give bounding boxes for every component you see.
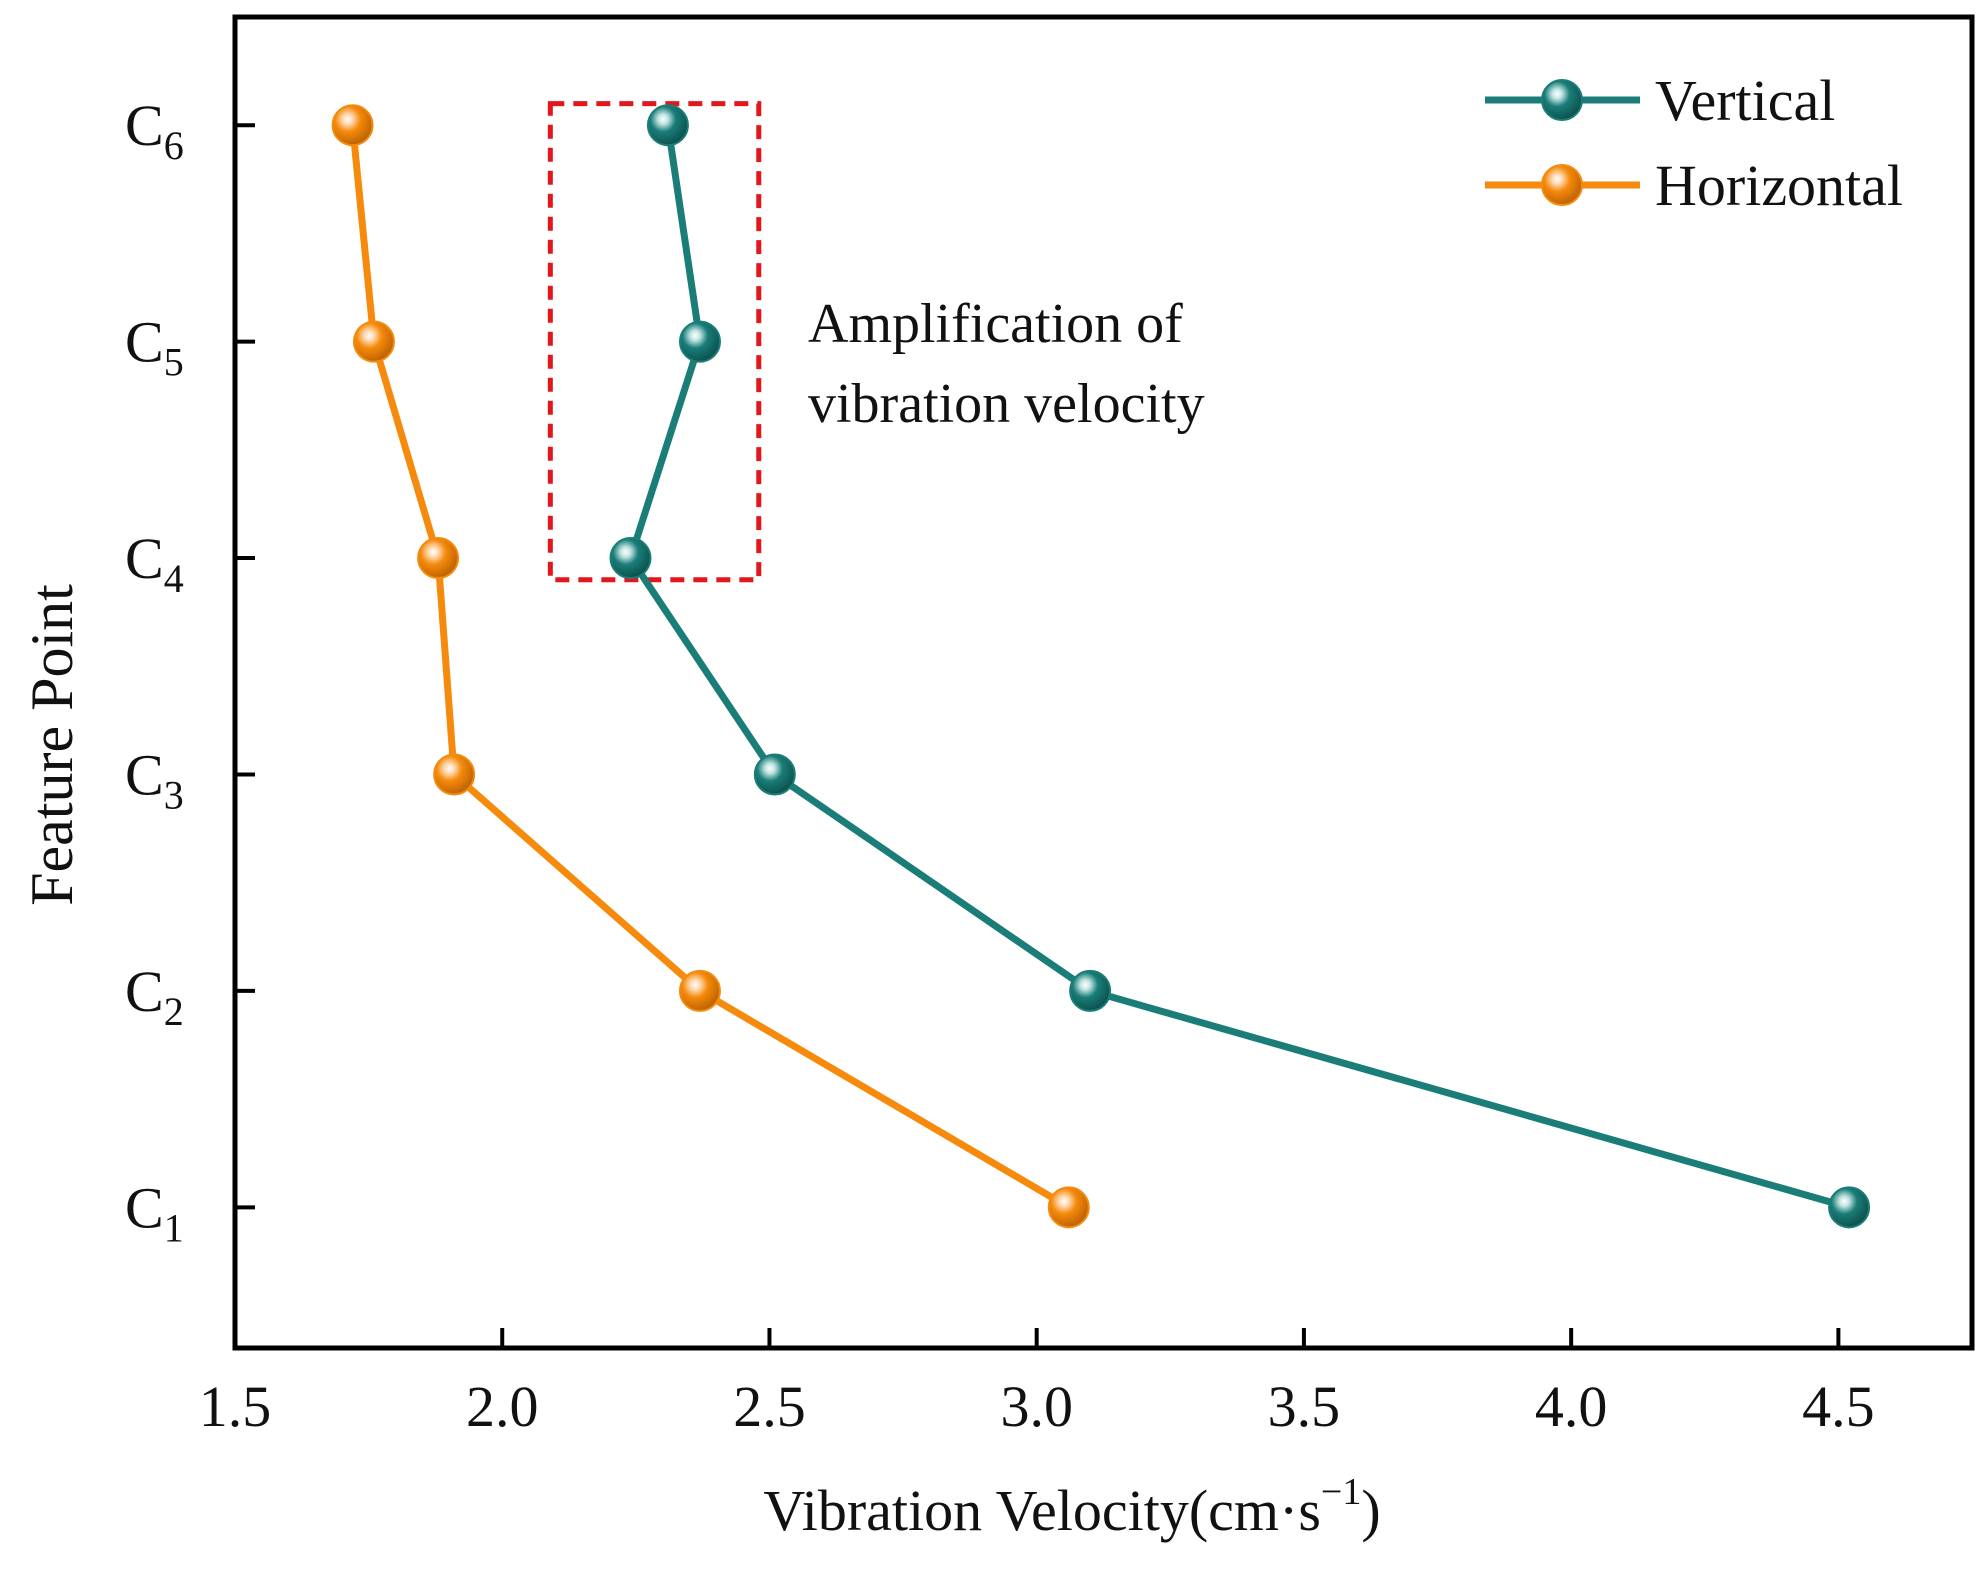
legend-marker <box>1541 164 1583 206</box>
highlight-region <box>547 101 762 583</box>
highlight-box <box>547 101 762 583</box>
series-layer <box>331 104 1871 1229</box>
x-axis-ticks: 1.5 2.0 2.5 3.0 3.5 4.0 4.5 <box>199 1328 1875 1439</box>
y-axis-ticks: C1 C2 C3 C4 C5 C6 <box>125 93 255 1250</box>
series-line <box>627 124 1851 1211</box>
series-line <box>349 124 1071 1211</box>
data-point <box>678 969 721 1012</box>
x-tick-label: 3.5 <box>1268 1374 1341 1439</box>
annotation-line-2: vibration velocity <box>808 373 1205 435</box>
data-point <box>1828 1186 1871 1229</box>
x-tick-label: 4.0 <box>1535 1374 1608 1439</box>
data-point <box>609 537 652 580</box>
y-axis-label: Feature Point <box>19 584 85 906</box>
x-tick-label: 4.5 <box>1802 1374 1875 1439</box>
plot-frame <box>232 14 1975 1351</box>
y-tick-label: C5 <box>125 310 184 385</box>
data-point <box>352 320 395 363</box>
legend-label: Horizontal <box>1655 153 1903 218</box>
x-tick-label: 1.5 <box>199 1374 272 1439</box>
data-point <box>417 537 460 580</box>
data-point <box>1047 1186 1090 1229</box>
y-tick-label: C3 <box>125 742 184 817</box>
y-tick-label: C4 <box>125 526 184 601</box>
data-point <box>678 320 721 363</box>
annotation-line-1: Amplification of <box>808 293 1183 355</box>
x-tick-label: 2.0 <box>466 1374 539 1439</box>
x-axis-label-close: ) <box>1361 1478 1380 1543</box>
legend-marker <box>1541 79 1583 121</box>
data-point <box>331 104 374 147</box>
legend: Vertical Horizontal <box>1485 68 1903 218</box>
y-tick-label: C1 <box>125 1175 184 1250</box>
data-point <box>646 104 689 147</box>
legend-label: Vertical <box>1655 68 1835 133</box>
x-tick-label: 2.5 <box>733 1374 806 1439</box>
data-point <box>753 753 796 796</box>
annotation: Amplification of vibration velocity <box>808 293 1205 435</box>
x-tick-label: 3.0 <box>1000 1374 1073 1439</box>
data-point <box>433 753 476 796</box>
series-vertical <box>609 104 1871 1229</box>
y-tick-label: C6 <box>125 93 184 168</box>
x-axis-label-text: Vibration Velocity(cm·s <box>763 1478 1321 1543</box>
x-axis-label: Vibration Velocity(cm·s−1) <box>763 1471 1380 1543</box>
x-axis-label-sup: −1 <box>1321 1471 1361 1513</box>
y-tick-label: C2 <box>125 959 184 1034</box>
series-horizontal <box>331 104 1090 1229</box>
data-point <box>1069 969 1112 1012</box>
